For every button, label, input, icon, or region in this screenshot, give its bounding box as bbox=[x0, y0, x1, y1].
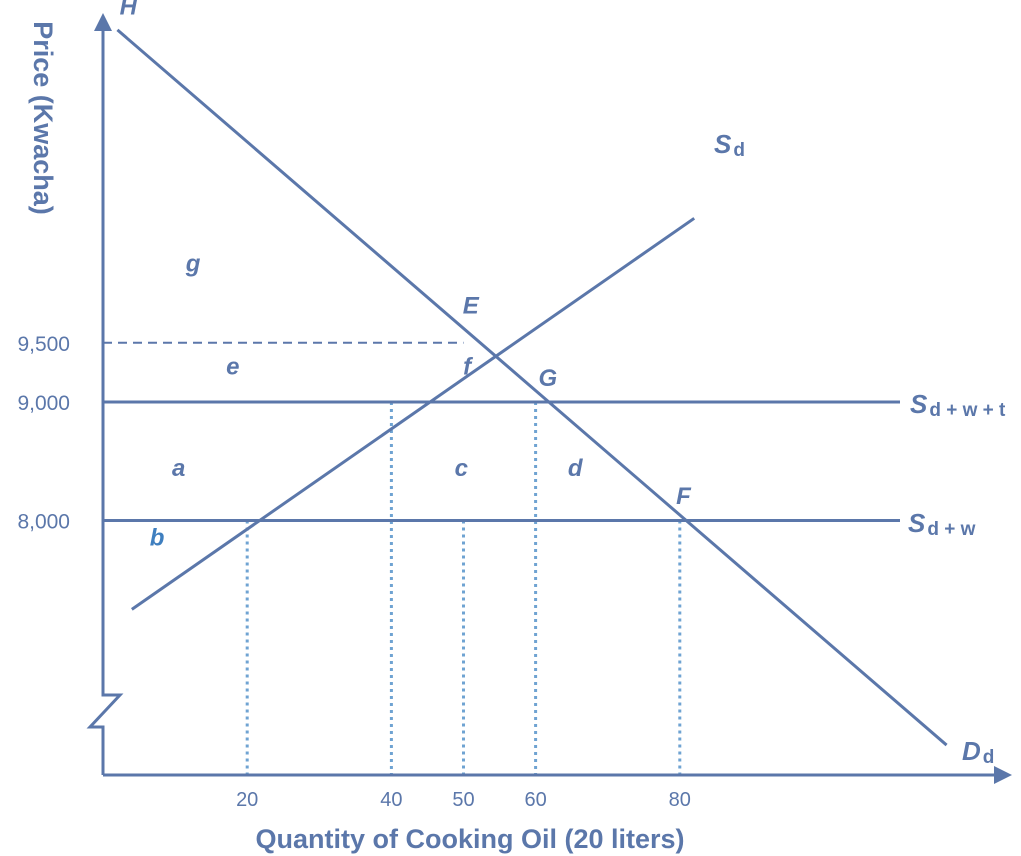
x-tick-label-50: 50 bbox=[452, 789, 474, 811]
supply-label-sub: d bbox=[733, 140, 745, 161]
region-label-f: f bbox=[463, 354, 473, 381]
x-tick-label-20: 20 bbox=[236, 789, 258, 811]
supply-label-main: S bbox=[714, 129, 732, 159]
point-label-F: F bbox=[676, 483, 692, 510]
demand-label-main: D bbox=[962, 736, 981, 766]
region-label-a: a bbox=[172, 455, 185, 482]
x-tick-label-40: 40 bbox=[380, 789, 402, 811]
y-tick-labels: 9,500 9,000 8,000 bbox=[17, 333, 70, 534]
series-lines bbox=[103, 28, 948, 747]
demand-line bbox=[116, 28, 948, 747]
point-label-E: E bbox=[463, 293, 480, 320]
point-label-G: G bbox=[539, 365, 558, 392]
world-label-main: S bbox=[908, 508, 926, 538]
region-label-e: e bbox=[226, 354, 239, 381]
quantity-guides bbox=[245, 402, 682, 775]
y-tick-label-8000: 8,000 bbox=[17, 511, 70, 534]
region-label-c: c bbox=[455, 455, 468, 482]
x-tick-labels: 20 40 50 60 80 bbox=[236, 789, 691, 811]
supply-line bbox=[130, 217, 696, 611]
point-labels: H E G F bbox=[120, 0, 693, 510]
x-tick-label-80: 80 bbox=[669, 789, 691, 811]
demand-label-sub: d bbox=[983, 747, 995, 768]
y-axis-label: Price (Kwacha) bbox=[28, 21, 58, 215]
y-tick-label-9500: 9,500 bbox=[17, 333, 70, 356]
world_tariff-label-sub: d + w + t bbox=[929, 400, 1006, 421]
x-tick-label-60: 60 bbox=[524, 789, 546, 811]
region-labels: g e f a c d b bbox=[150, 251, 584, 552]
y-tick-label-9000: 9,000 bbox=[17, 392, 70, 415]
world_tariff-label-main: S bbox=[910, 389, 928, 419]
region-label-g: g bbox=[185, 251, 201, 278]
x-axis-label: Quantity of Cooking Oil (20 liters) bbox=[255, 824, 684, 854]
region-label-b: b bbox=[150, 524, 165, 551]
region-label-d: d bbox=[568, 455, 584, 482]
world-label-sub: d + w bbox=[927, 519, 975, 540]
point-label-H: H bbox=[120, 0, 138, 21]
y-axis bbox=[86, 13, 124, 775]
axes bbox=[86, 13, 1012, 784]
